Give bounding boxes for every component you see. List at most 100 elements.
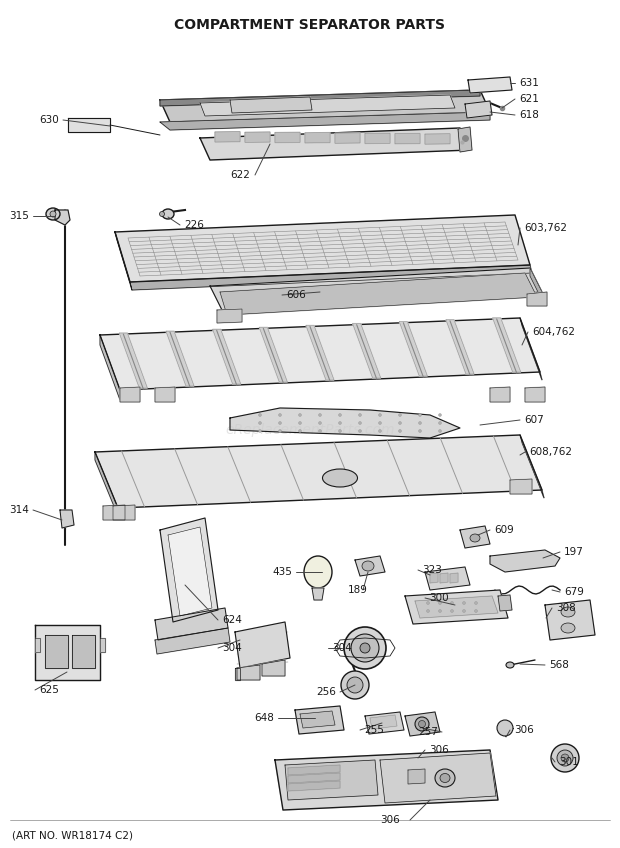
Polygon shape [166,332,194,386]
Ellipse shape [474,610,477,612]
Polygon shape [300,711,335,728]
Ellipse shape [551,744,579,772]
Ellipse shape [298,421,301,425]
Ellipse shape [418,414,422,416]
Ellipse shape [344,627,386,669]
Polygon shape [160,90,480,106]
Polygon shape [275,750,498,810]
Ellipse shape [435,769,455,787]
Text: 226: 226 [184,220,204,230]
Polygon shape [440,573,448,583]
Text: 624: 624 [222,615,242,625]
Text: 608,762: 608,762 [529,447,572,457]
Polygon shape [468,77,512,93]
Ellipse shape [362,561,374,571]
Text: 304: 304 [332,643,352,653]
Text: 606: 606 [286,290,306,300]
Polygon shape [275,132,300,142]
Polygon shape [160,518,218,622]
Ellipse shape [438,610,441,612]
Ellipse shape [159,211,164,216]
Text: 315: 315 [9,211,29,221]
Ellipse shape [46,208,60,220]
Ellipse shape [561,623,575,633]
Text: 625: 625 [39,685,59,695]
Ellipse shape [438,429,441,432]
Ellipse shape [347,677,363,693]
Text: 314: 314 [9,505,29,515]
Polygon shape [115,215,530,282]
Text: 306: 306 [429,745,449,755]
Polygon shape [235,622,290,668]
Polygon shape [365,712,404,734]
Polygon shape [215,131,240,142]
Text: 323: 323 [422,565,442,575]
Polygon shape [217,309,242,323]
Polygon shape [458,127,472,152]
Text: 255: 255 [364,725,384,735]
Text: 435: 435 [272,567,292,577]
Polygon shape [100,335,120,400]
Polygon shape [155,628,230,654]
Polygon shape [230,408,460,438]
Polygon shape [305,132,330,143]
Ellipse shape [358,421,361,425]
Polygon shape [100,638,105,652]
Ellipse shape [378,421,381,425]
Text: 679: 679 [564,587,584,597]
Ellipse shape [339,421,342,425]
Text: 308: 308 [556,603,576,613]
Polygon shape [355,556,385,576]
Text: eReplacementParts.com: eReplacementParts.com [225,423,395,437]
Polygon shape [72,635,95,668]
Polygon shape [259,327,287,382]
Polygon shape [430,573,438,583]
Polygon shape [399,321,427,376]
Polygon shape [425,567,470,590]
Text: 648: 648 [254,713,274,723]
Ellipse shape [298,429,301,432]
Polygon shape [237,665,260,680]
Polygon shape [460,526,490,548]
Ellipse shape [399,429,402,432]
Polygon shape [220,273,537,315]
Polygon shape [213,329,241,384]
Ellipse shape [557,750,573,766]
Polygon shape [450,573,458,583]
Polygon shape [160,112,490,130]
Ellipse shape [440,773,450,783]
Polygon shape [380,753,496,803]
Polygon shape [115,232,132,290]
Ellipse shape [278,421,281,425]
Polygon shape [530,268,542,300]
Ellipse shape [427,601,430,605]
Ellipse shape [378,429,381,432]
Polygon shape [405,590,508,624]
Polygon shape [285,760,378,800]
Text: 630: 630 [39,115,59,125]
Polygon shape [120,387,140,402]
Ellipse shape [304,556,332,588]
Polygon shape [490,387,510,402]
Ellipse shape [506,662,514,668]
Polygon shape [525,387,545,402]
Polygon shape [493,318,521,372]
Polygon shape [35,638,40,652]
Polygon shape [370,715,397,729]
Polygon shape [545,600,595,640]
Text: 301: 301 [559,757,578,767]
Ellipse shape [474,601,477,605]
Ellipse shape [339,414,342,416]
Polygon shape [155,387,175,402]
Polygon shape [160,90,490,122]
Polygon shape [155,608,228,640]
Ellipse shape [451,610,453,612]
Ellipse shape [319,414,322,416]
Polygon shape [45,635,68,668]
Ellipse shape [438,601,441,605]
Text: 300: 300 [429,593,449,603]
Polygon shape [520,318,542,380]
Ellipse shape [561,607,575,617]
Polygon shape [245,132,270,142]
Polygon shape [405,712,440,736]
